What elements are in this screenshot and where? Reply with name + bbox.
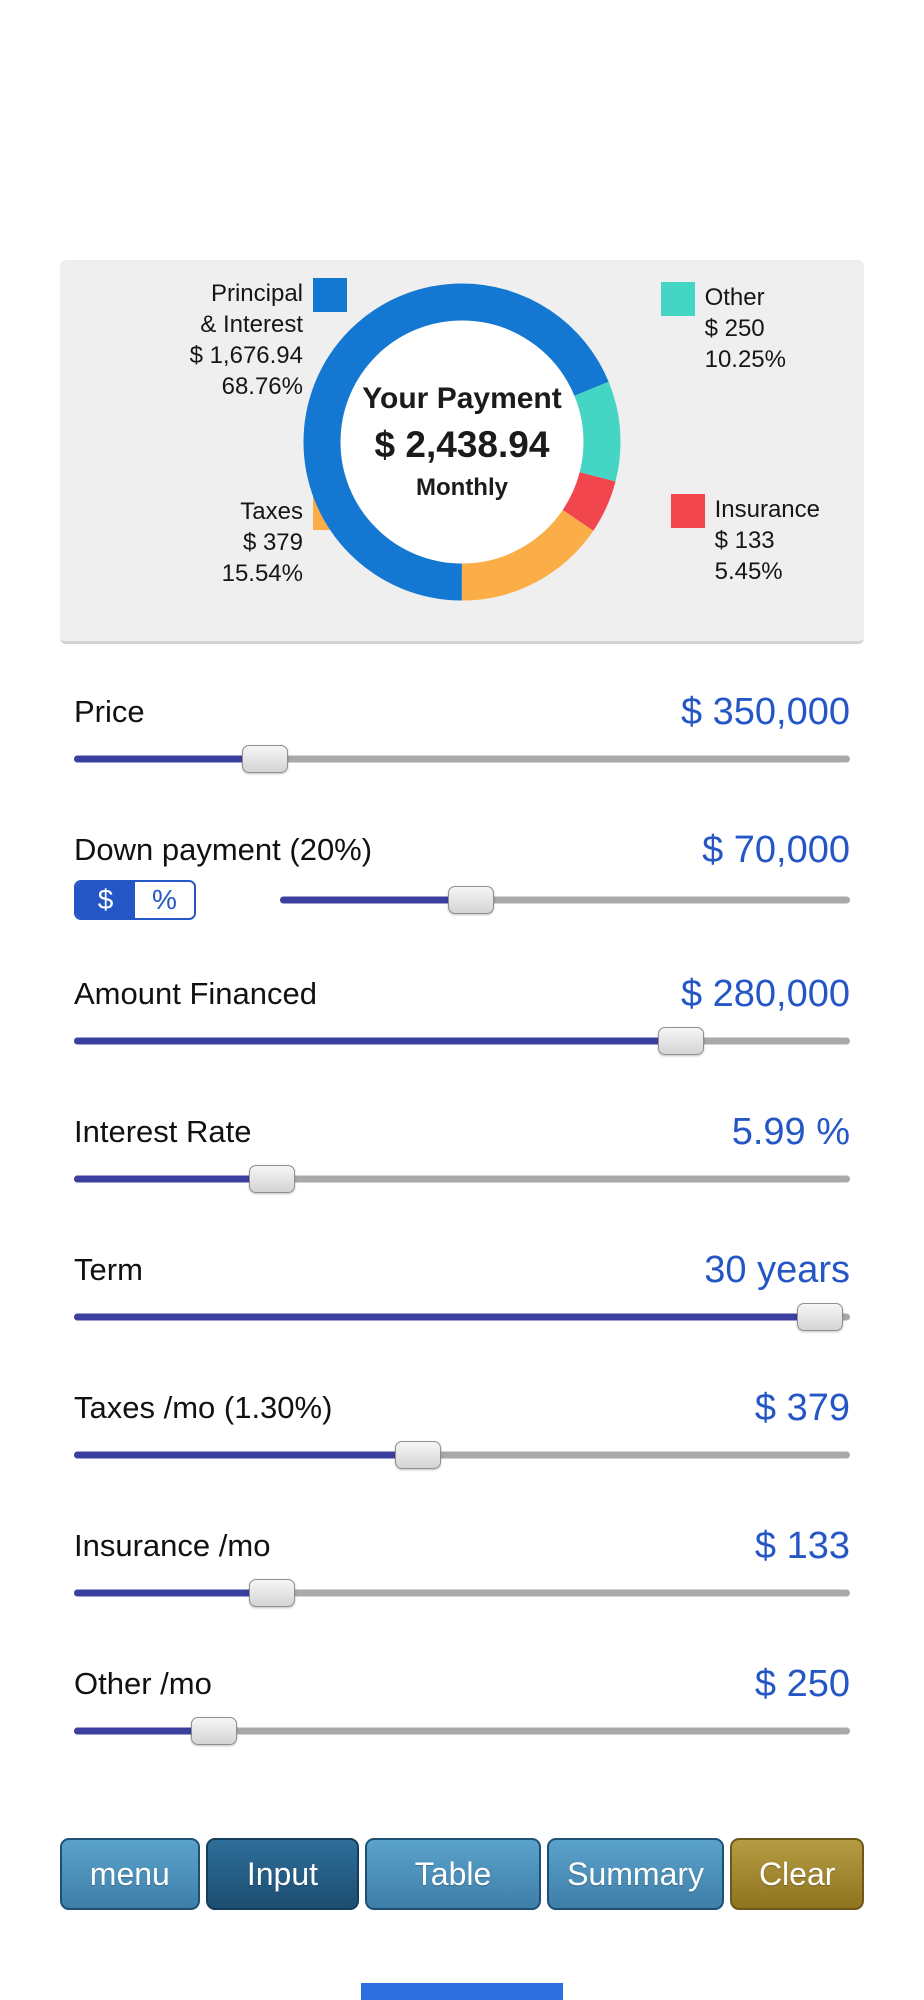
insurance-slider[interactable]: [74, 1576, 850, 1610]
legend-pct: 5.45%: [714, 558, 783, 585]
price-value: $ 350,000: [680, 690, 850, 733]
payment-period: Monthly: [416, 474, 508, 501]
term-slider[interactable]: [74, 1300, 850, 1334]
payment-donut: [303, 283, 621, 601]
interest-rate-slider[interactable]: [74, 1162, 850, 1196]
other-label: Other /mo: [74, 1666, 212, 1701]
slider-fill: [74, 1589, 261, 1597]
input-sliders-section: Price $ 350,000 Down payment (20%) $ 70,…: [60, 690, 864, 1748]
amount-financed-slider-thumb[interactable]: [658, 1027, 704, 1055]
payment-center-text: Your Payment $ 2,438.94 Monthly: [302, 282, 622, 602]
insurance-slider-thumb[interactable]: [249, 1579, 296, 1607]
amount-financed-label: Amount Financed: [74, 976, 317, 1011]
legend-label: & Interest: [200, 311, 303, 338]
slider-fill: [74, 1313, 843, 1321]
down-payment-unit-toggle: $ %: [74, 880, 196, 920]
clear-button[interactable]: Clear: [730, 1838, 864, 1910]
bottom-accent-bar: [361, 1983, 563, 2000]
down-payment-slider-thumb[interactable]: [447, 886, 494, 914]
slider-track: [74, 1451, 850, 1459]
slider-track: [74, 1589, 850, 1597]
slider-row-other: Other /mo $ 250: [74, 1662, 850, 1748]
slider-fill: [74, 1727, 199, 1735]
insurance-swatch-icon: [670, 494, 705, 528]
legend-amount: $ 379: [242, 529, 303, 556]
summary-button[interactable]: Summary: [546, 1838, 725, 1910]
slider-fill: [74, 1175, 261, 1183]
table-button[interactable]: Table: [365, 1838, 541, 1910]
interest-rate-label: Interest Rate: [74, 1114, 252, 1149]
input-button[interactable]: Input: [205, 1838, 360, 1910]
legend-label: Other: [704, 284, 765, 311]
legend-principal-interest: Principal & Interest $ 1,676.94 68.76%: [98, 278, 347, 402]
slider-fill: [74, 1451, 416, 1459]
other-value: $ 250: [754, 1662, 850, 1705]
other-slider[interactable]: [74, 1714, 850, 1748]
legend-label: Insurance: [714, 496, 820, 523]
other-swatch-icon: [660, 282, 695, 316]
slider-track: [280, 896, 850, 904]
term-slider-thumb[interactable]: [796, 1303, 843, 1331]
payment-donut-chart: Your Payment $ 2,438.94 Monthly: [302, 282, 622, 602]
taxes-value: $ 379: [754, 1386, 850, 1429]
term-label: Term: [74, 1252, 143, 1287]
slider-row-down-payment: Down payment (20%) $ 70,000 $ %: [74, 828, 850, 920]
taxes-slider[interactable]: [74, 1438, 850, 1472]
legend-amount: $ 250: [704, 315, 765, 342]
legend-insurance: Insurance $ 133 5.45%: [670, 494, 820, 587]
down-payment-value: $ 70,000: [702, 828, 850, 871]
amount-financed-slider[interactable]: [74, 1024, 850, 1058]
taxes-label: Taxes /mo (1.30%): [74, 1390, 333, 1425]
legend-label: Taxes: [240, 498, 303, 525]
dollar-toggle-button[interactable]: $: [76, 882, 135, 918]
insurance-label: Insurance /mo: [74, 1528, 271, 1563]
slider-row-interest-rate: Interest Rate 5.99 %: [74, 1110, 850, 1196]
slider-row-price: Price $ 350,000: [74, 690, 850, 776]
payment-title: Your Payment: [362, 382, 562, 415]
slider-fill: [74, 755, 253, 763]
interest-rate-slider-thumb[interactable]: [249, 1165, 296, 1193]
interest-rate-value: 5.99 %: [731, 1110, 850, 1153]
percent-toggle-button[interactable]: %: [135, 882, 194, 918]
slider-row-taxes: Taxes /mo (1.30%) $ 379: [74, 1386, 850, 1472]
menu-button[interactable]: menu: [60, 1838, 200, 1910]
slider-fill: [74, 1037, 695, 1045]
legend-pct: 15.54%: [221, 560, 303, 587]
slider-track: [74, 1175, 850, 1183]
legend-other: Other $ 250 10.25%: [660, 282, 786, 375]
payment-summary-panel: Principal & Interest $ 1,676.94 68.76% O…: [60, 260, 864, 644]
slider-row-amount-financed: Amount Financed $ 280,000: [74, 972, 850, 1058]
slider-track: [74, 755, 850, 763]
price-slider-thumb[interactable]: [241, 745, 288, 773]
slider-row-insurance: Insurance /mo $ 133: [74, 1524, 850, 1610]
slider-row-term: Term 30 years: [74, 1248, 850, 1334]
taxes-slider-thumb[interactable]: [395, 1441, 442, 1469]
term-value: 30 years: [704, 1248, 850, 1291]
price-label: Price: [74, 694, 145, 729]
price-slider[interactable]: [74, 742, 850, 776]
payment-amount: $ 2,438.94: [374, 424, 550, 465]
down-payment-label: Down payment (20%): [74, 832, 373, 867]
slider-track: [74, 1727, 850, 1735]
legend-pct: 10.25%: [704, 346, 786, 373]
legend-amount: $ 133: [714, 527, 775, 554]
other-slider-thumb[interactable]: [190, 1717, 237, 1745]
slider-fill: [280, 896, 463, 904]
insurance-value: $ 133: [754, 1524, 850, 1567]
legend-pct: 68.76%: [221, 373, 303, 400]
amount-financed-value: $ 280,000: [680, 972, 850, 1015]
legend-amount: $ 1,676.94: [189, 342, 303, 369]
bottom-toolbar: menu Input Table Summary Clear: [60, 1838, 864, 1910]
principal-interest-swatch-icon: [313, 278, 347, 312]
down-payment-slider[interactable]: [280, 883, 850, 917]
legend-label: Principal: [210, 280, 303, 307]
